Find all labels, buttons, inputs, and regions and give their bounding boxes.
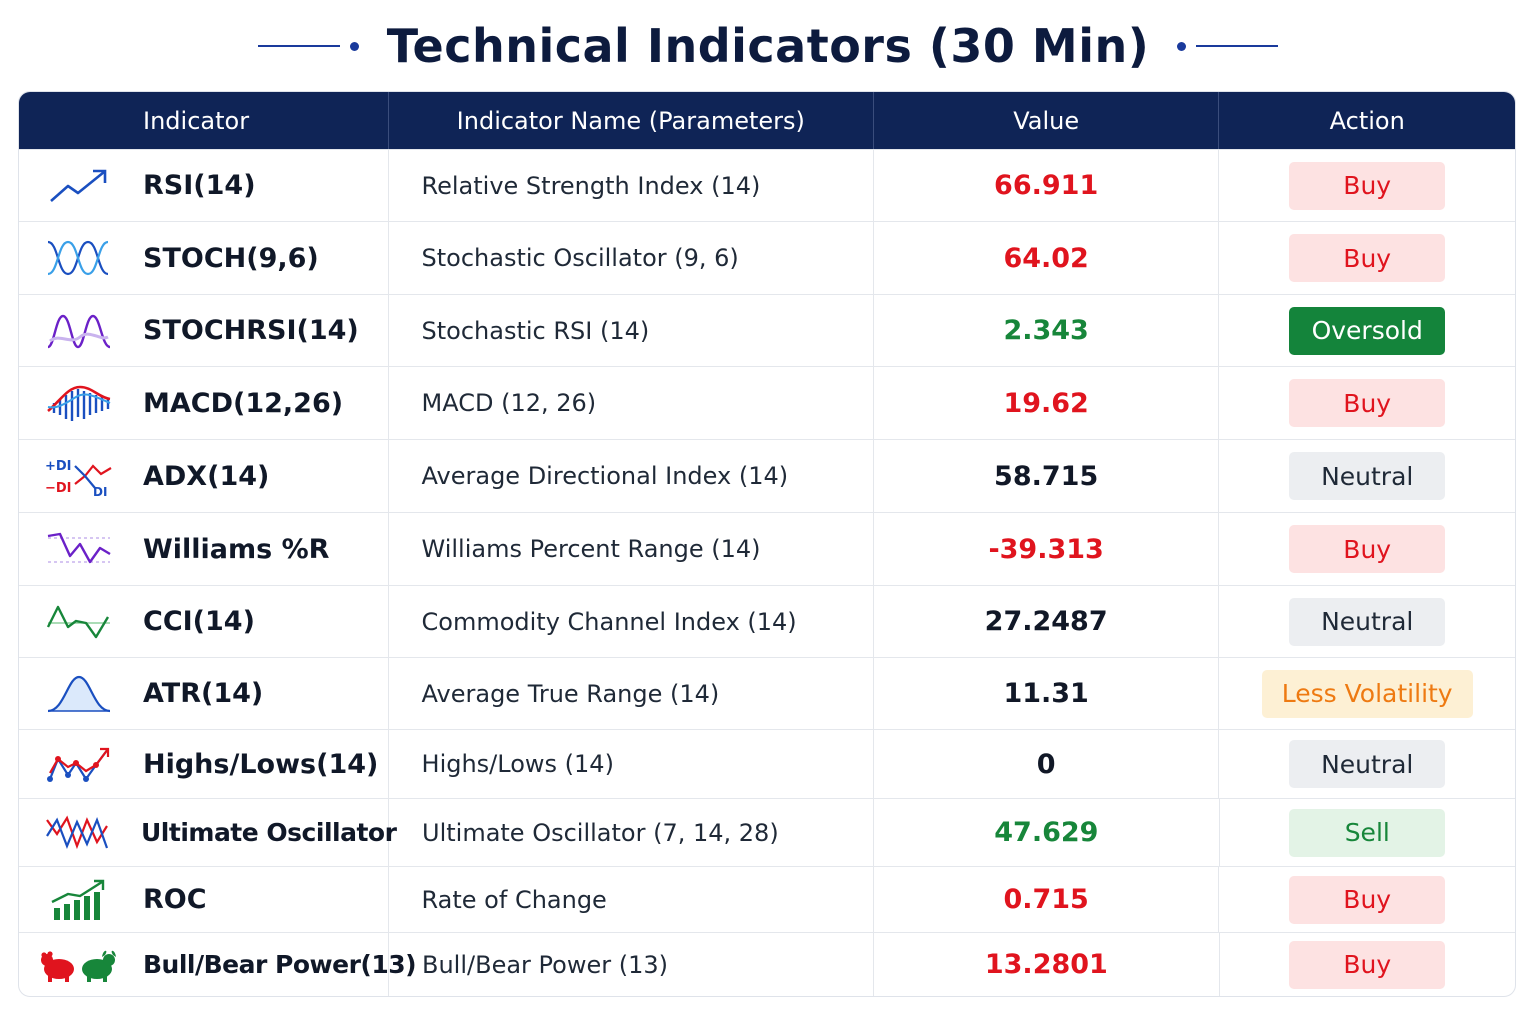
stochastic-wave-icon (45, 235, 113, 281)
action-badge-buy: Buy (1289, 379, 1446, 427)
macd-histogram-icon (45, 380, 113, 426)
indicator-value: 19.62 (874, 367, 1220, 439)
growth-bars-icon (45, 877, 113, 923)
action-badge-sell: Sell (1289, 808, 1446, 857)
page-title: Technical Indicators (30 Min) (386, 19, 1150, 73)
table-row[interactable]: STOCH(9,6) Stochastic Oscillator (9, 6) … (19, 221, 1515, 294)
indicator-short-name: STOCH(9,6) (143, 242, 319, 274)
title-decoration-left (257, 41, 359, 51)
indicator-short-name: MACD(12,26) (143, 387, 344, 419)
svg-text:DI: DI (93, 485, 107, 498)
table-row[interactable]: +DI −DI DI ADX(14) Average Directional I… (19, 439, 1515, 512)
indicator-full-name: Average True Range (14) (389, 658, 874, 729)
indicator-full-name: Bull/Bear Power (13) (389, 933, 875, 996)
table-row[interactable]: Bull/Bear Power(13) Bull/Bear Power (13)… (19, 932, 1515, 996)
indicator-full-name: Average Directional Index (14) (389, 440, 874, 512)
adx-di-icon: +DI −DI DI (45, 453, 113, 499)
cci-wave-icon (45, 599, 113, 645)
indicator-short-name: Williams %R (143, 533, 330, 565)
indicator-short-name: ATR(14) (143, 678, 264, 709)
action-badge-less-volatility: Less Volatility (1261, 669, 1473, 718)
indicator-short-name: CCI(14) (143, 606, 255, 637)
action-badge-neutral: Neutral (1289, 597, 1446, 646)
indicator-short-name: STOCHRSI(14) (143, 315, 359, 346)
column-header-value[interactable]: Value (874, 92, 1220, 149)
action-badge-oversold: Oversold (1289, 306, 1446, 355)
indicator-short-name: Bull/Bear Power(13) (143, 950, 417, 979)
table-row[interactable]: STOCHRSI(14) Stochastic RSI (14) 2.343 O… (19, 294, 1515, 366)
action-badge-buy: Buy (1289, 525, 1446, 573)
table-row[interactable]: ROC Rate of Change 0.715 Buy (19, 866, 1515, 932)
action-badge-buy: Buy (1289, 234, 1446, 282)
indicator-value: 2.343 (874, 295, 1220, 366)
bell-curve-icon (45, 671, 113, 717)
column-header-indicator[interactable]: Indicator (19, 92, 389, 149)
bull-bear-icon (39, 942, 117, 988)
indicator-short-name: Highs/Lows(14) (143, 748, 379, 780)
indicator-full-name: Stochastic Oscillator (9, 6) (389, 222, 874, 294)
table-row[interactable]: ATR(14) Average True Range (14) 11.31 Le… (19, 657, 1515, 729)
column-header-action[interactable]: Action (1329, 106, 1405, 135)
action-badge-buy: Buy (1289, 161, 1446, 210)
williams-zigzag-icon (45, 526, 113, 572)
indicator-short-name: ADX(14) (143, 460, 270, 492)
indicator-value: 27.2487 (874, 586, 1220, 657)
indicator-value: -39.313 (874, 513, 1220, 585)
indicator-value: 47.629 (874, 799, 1220, 866)
table-row[interactable]: Ultimate Oscillator Ultimate Oscillator … (19, 798, 1515, 866)
table-row[interactable]: RSI(14) Relative Strength Index (14) 66.… (19, 149, 1515, 221)
indicator-value: 0 (874, 730, 1220, 798)
table-row[interactable]: CCI(14) Commodity Channel Index (14) 27.… (19, 585, 1515, 657)
svg-text:−DI: −DI (45, 481, 72, 496)
indicators-table: Indicator Indicator Name (Parameters) Va… (18, 91, 1516, 997)
table-header: Indicator Indicator Name (Parameters) Va… (19, 92, 1515, 149)
stochrsi-wave-icon (45, 308, 113, 354)
ultimate-oscillator-icon (45, 810, 111, 856)
indicator-short-name: Ultimate Oscillator (141, 818, 397, 847)
indicator-full-name: Rate of Change (389, 867, 874, 932)
title-decoration-right (1177, 41, 1279, 51)
title-bar: Technical Indicators (30 Min) (0, 14, 1536, 78)
indicator-short-name: RSI(14) (143, 170, 256, 201)
indicator-full-name: Highs/Lows (14) (389, 730, 874, 798)
action-badge-neutral: Neutral (1289, 740, 1446, 788)
column-header-name[interactable]: Indicator Name (Parameters) (389, 92, 874, 149)
action-badge-buy: Buy (1289, 940, 1446, 989)
table-row[interactable]: MACD(12,26) MACD (12, 26) 19.62 Buy (19, 366, 1515, 439)
indicator-value: 58.715 (874, 440, 1220, 512)
action-badge-buy: Buy (1289, 875, 1446, 924)
action-badge-neutral: Neutral (1289, 452, 1446, 500)
indicator-value: 64.02 (874, 222, 1220, 294)
indicator-value: 0.715 (874, 867, 1220, 932)
highs-lows-icon (45, 741, 113, 787)
trend-up-icon (45, 163, 113, 209)
indicator-full-name: Commodity Channel Index (14) (389, 586, 874, 657)
indicator-short-name: ROC (143, 884, 207, 915)
indicator-value: 13.2801 (874, 933, 1220, 996)
indicator-full-name: Relative Strength Index (14) (389, 150, 874, 221)
indicator-value: 11.31 (874, 658, 1220, 729)
svg-text:+DI: +DI (45, 459, 72, 474)
indicator-full-name: MACD (12, 26) (389, 367, 874, 439)
indicator-full-name: Williams Percent Range (14) (389, 513, 874, 585)
indicator-value: 66.911 (874, 150, 1220, 221)
indicator-full-name: Stochastic RSI (14) (389, 295, 874, 366)
table-row[interactable]: Highs/Lows(14) Highs/Lows (14) 0 Neutral (19, 729, 1515, 798)
indicator-full-name: Ultimate Oscillator (7, 14, 28) (389, 799, 875, 866)
table-row[interactable]: Williams %R Williams Percent Range (14) … (19, 512, 1515, 585)
